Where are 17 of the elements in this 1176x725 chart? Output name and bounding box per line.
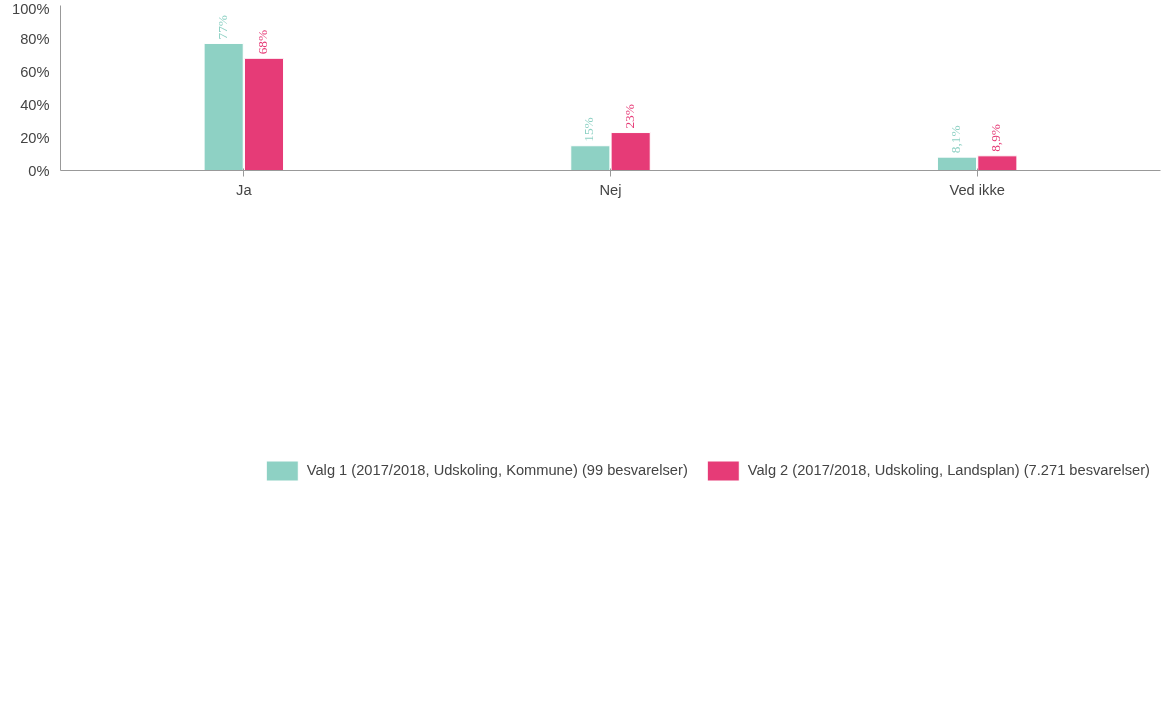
data-label: 77% [214, 15, 230, 40]
y-tick-label: 60% [20, 63, 50, 80]
data-label: 15% [581, 117, 597, 142]
x-tick-label: Ved ikke [949, 181, 1005, 198]
data-label: 8,1% [948, 125, 963, 154]
data-label: 23% [621, 104, 637, 129]
y-tick-label: 0% [28, 162, 50, 179]
x-tick-label: Ja [236, 181, 253, 198]
y-tick-label: 20% [20, 129, 50, 146]
y-tick-label: 100% [12, 0, 50, 17]
data-label: 8,9% [988, 124, 1004, 152]
y-tick-label: 40% [20, 96, 50, 113]
data-label: 68% [255, 29, 270, 55]
legend-label: Valg 1 (2017/2018, Udskoling, Kommune) (99 besvarelser) [306, 462, 688, 478]
legend-label: Valg 2 (2017/2018, Udskoling, Landsplan) (7.271 besvarelser) [747, 462, 1150, 478]
x-tick-label: Nej [599, 181, 622, 198]
y-tick-label: 80% [20, 30, 50, 47]
